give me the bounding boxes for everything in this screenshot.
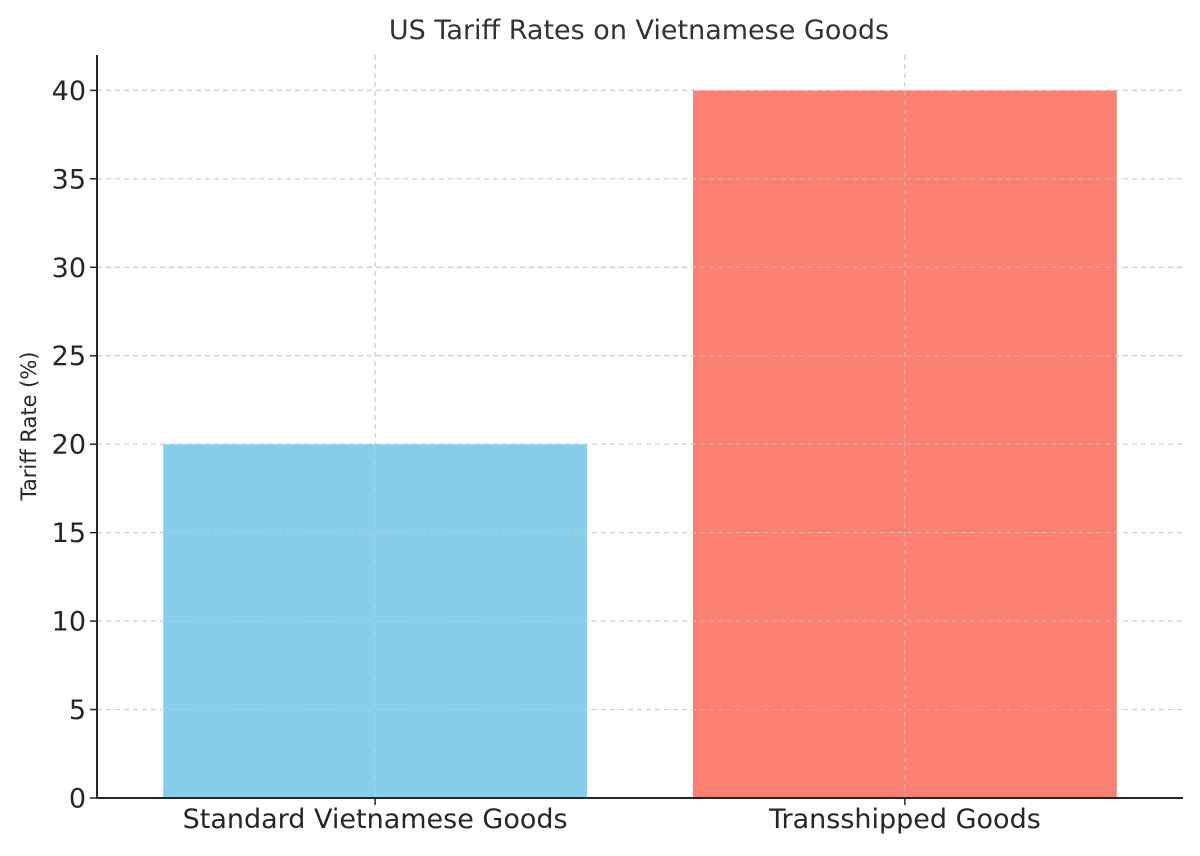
y-axis-label: Tariff Rate (%) [17,352,41,502]
y-tick-label: 15 [52,518,86,549]
y-tick-label: 5 [69,695,86,726]
x-tick-label: Transshipped Goods [768,804,1041,835]
y-tick-label: 10 [52,607,86,638]
y-tick-label: 40 [52,76,86,107]
bar-layer [97,55,1183,798]
y-tick-label: 0 [69,784,86,815]
chart-title: US Tariff Rates on Vietnamese Goods [389,15,889,46]
y-tick-label: 25 [52,341,86,372]
y-tick-label: 35 [52,164,86,195]
x-tick-label: Standard Vietnamese Goods [183,804,568,835]
y-tick-label: 30 [52,253,86,284]
y-tick-label: 20 [52,430,86,461]
axis-layer: 0 5 10 15 20 25 30 35 40 Standard Vietnamese Good… [52,55,1183,835]
